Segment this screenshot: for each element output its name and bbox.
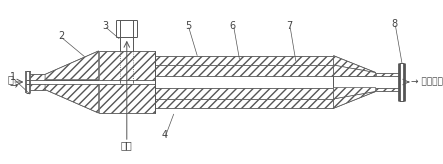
Text: 8: 8: [392, 19, 397, 29]
Text: 1: 1: [10, 72, 16, 82]
Text: 4: 4: [161, 130, 167, 140]
Polygon shape: [334, 91, 376, 108]
Polygon shape: [376, 73, 399, 76]
Polygon shape: [376, 88, 399, 91]
Polygon shape: [155, 88, 334, 99]
Text: → 雾化气体: → 雾化气体: [412, 78, 443, 86]
Polygon shape: [334, 65, 376, 76]
Polygon shape: [45, 51, 99, 80]
Polygon shape: [30, 84, 45, 90]
Text: 7: 7: [286, 21, 292, 31]
Text: 2: 2: [58, 31, 64, 41]
Polygon shape: [155, 99, 334, 108]
Polygon shape: [30, 74, 45, 80]
Polygon shape: [334, 56, 376, 73]
Polygon shape: [45, 84, 99, 113]
Text: 6: 6: [230, 21, 236, 31]
Text: 气体: 气体: [121, 141, 132, 151]
Text: 5: 5: [185, 21, 191, 31]
Polygon shape: [99, 51, 155, 80]
Polygon shape: [155, 56, 334, 65]
Text: 3: 3: [102, 21, 108, 31]
Polygon shape: [99, 84, 155, 113]
Text: →: →: [9, 82, 18, 92]
Text: 水: 水: [8, 74, 13, 84]
Polygon shape: [155, 65, 334, 76]
Polygon shape: [334, 88, 376, 99]
